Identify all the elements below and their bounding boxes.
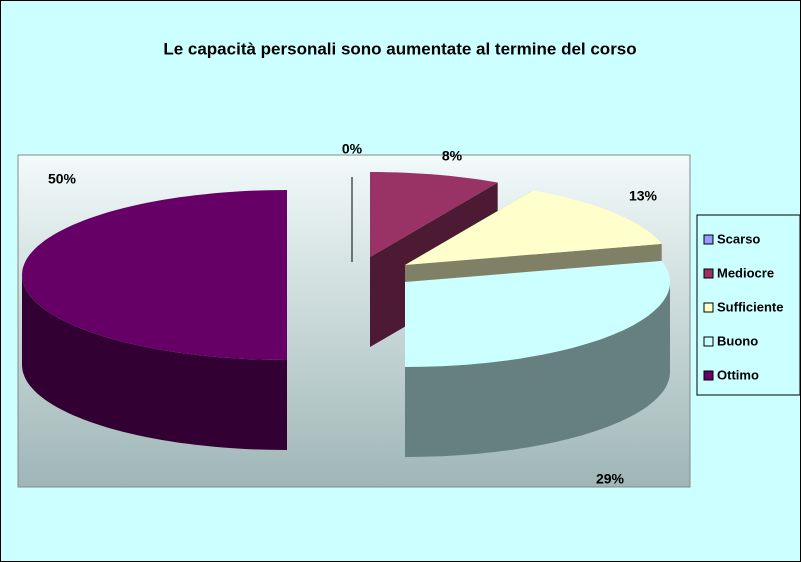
slice-wall <box>405 282 670 457</box>
data-label: 50% <box>48 171 77 187</box>
slice <box>22 190 287 450</box>
legend-label: Buono <box>717 333 758 348</box>
legend-swatch <box>703 302 714 313</box>
legend-swatch <box>703 336 714 347</box>
legend-swatch <box>703 268 714 279</box>
data-label: 29% <box>596 471 625 487</box>
slice-top <box>405 260 670 367</box>
legend-label: Mediocre <box>717 265 774 280</box>
slice-wall <box>22 275 287 450</box>
legend-label: Scarso <box>717 231 760 246</box>
legend-label: Ottimo <box>717 367 759 382</box>
data-label: 0% <box>342 141 363 157</box>
data-label: 13% <box>629 188 658 204</box>
legend-label: Sufficiente <box>717 299 783 314</box>
legend-swatch <box>703 370 714 381</box>
slice-top <box>405 190 662 265</box>
chart-title: Le capacità personali sono aumentate al … <box>163 39 636 58</box>
slice-top <box>22 190 287 360</box>
data-label: 8% <box>442 148 463 164</box>
slice-top <box>370 172 498 257</box>
legend-swatch <box>703 234 714 245</box>
slice <box>405 260 670 457</box>
legend <box>696 214 801 396</box>
